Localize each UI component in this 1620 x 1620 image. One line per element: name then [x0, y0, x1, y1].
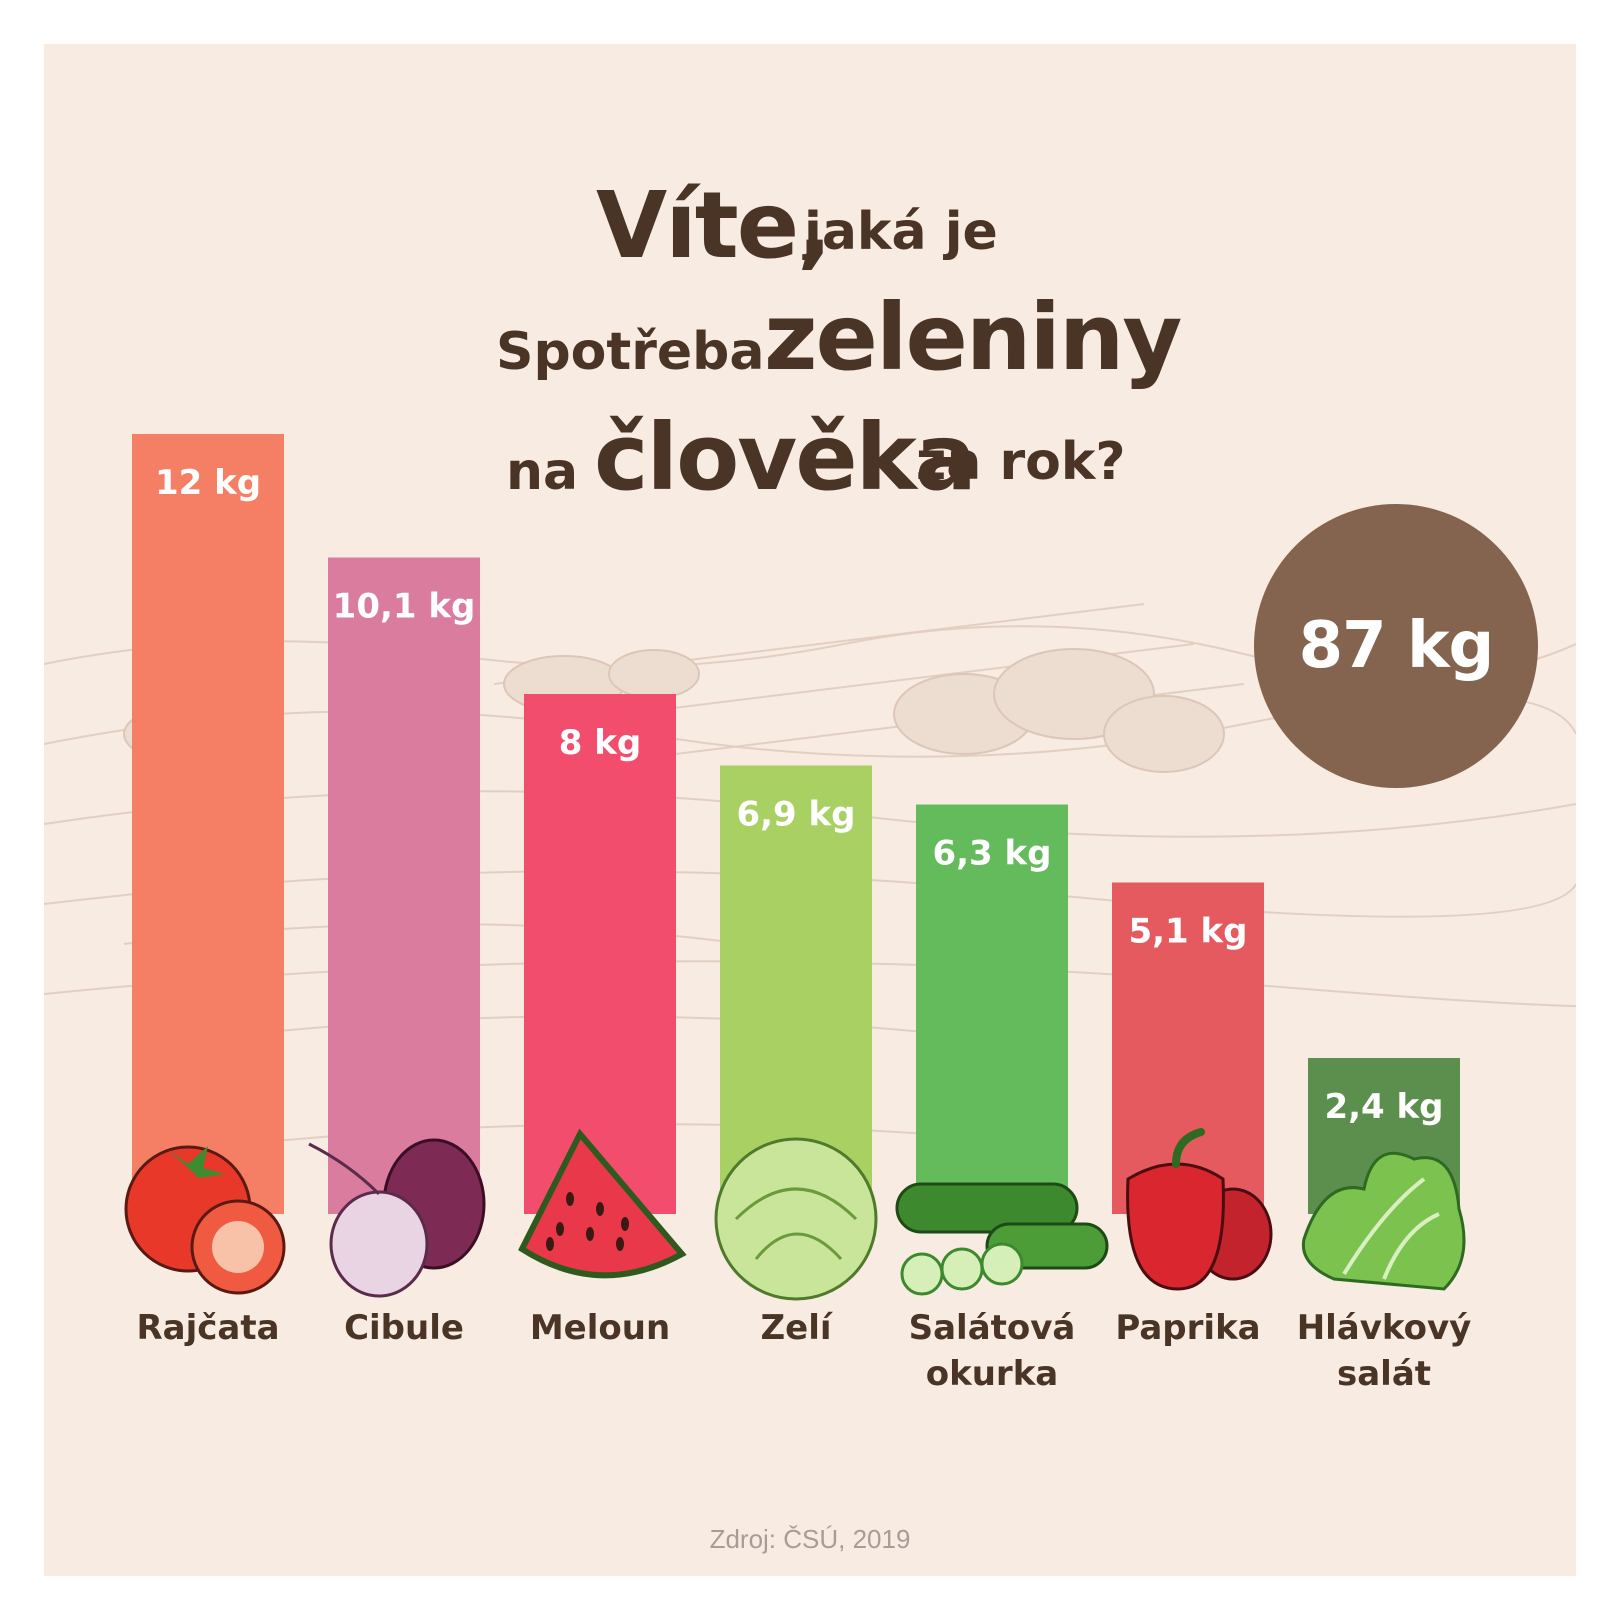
tomato-icon	[124, 1145, 286, 1295]
bar-group: 2,4 kg Hlávkový salát	[1297, 1058, 1472, 1394]
bar	[1112, 882, 1264, 1214]
bar-value-label: 2,4 kg	[1324, 1087, 1443, 1127]
title-word-6: člověka	[594, 404, 977, 511]
bar	[132, 434, 284, 1214]
onion-icon	[308, 1138, 486, 1298]
bar-value-label: 6,3 kg	[932, 834, 1051, 874]
category-label: Rajčata	[136, 1308, 279, 1348]
bar-group: 6,3 kg Salátová okurka	[895, 804, 1109, 1394]
chart-title: Víte, jaká je Spotřeba zeleniny na člově…	[44, 44, 1576, 544]
title-word-1: Víte,	[596, 172, 832, 279]
cucumber-icon	[895, 1182, 1109, 1296]
bar	[916, 804, 1068, 1214]
pepper-icon	[1126, 1128, 1273, 1291]
category-label: Salátová	[909, 1308, 1076, 1348]
category-label: okurka	[926, 1354, 1059, 1394]
watermelon-icon	[518, 1128, 687, 1279]
bar-value-label: 6,9 kg	[736, 795, 855, 835]
title-word-4: zeleniny	[764, 284, 1182, 391]
lettuce-icon	[1301, 1151, 1466, 1291]
bar-group: 5,1 kg Paprika	[1112, 882, 1273, 1348]
category-label: Zelí	[760, 1308, 833, 1348]
category-label: Meloun	[530, 1308, 670, 1348]
bar	[328, 557, 480, 1214]
total-badge: 87 kg	[1254, 504, 1538, 788]
bar-value-label: 5,1 kg	[1128, 912, 1247, 952]
bar-group: 6,9 kg Zelí	[714, 765, 878, 1348]
cabbage-icon	[714, 1137, 878, 1301]
category-label: Hlávkový	[1297, 1308, 1472, 1348]
title-word-2: jaká je	[804, 202, 998, 262]
category-label: Paprika	[1115, 1308, 1260, 1348]
infographic-card: Víte, jaká je Spotřeba zeleniny na člově…	[44, 44, 1576, 1576]
bar-value-label: 8 kg	[559, 723, 641, 763]
source-note: Zdroj: ČSÚ, 2019	[709, 1524, 911, 1554]
category-label: Cibule	[344, 1308, 464, 1348]
title-word-3: Spotřeba	[496, 322, 765, 382]
category-label: salát	[1337, 1354, 1431, 1394]
bar-group: 10,1 kg Cibule	[308, 557, 486, 1348]
bar-value-label: 10,1 kg	[333, 587, 476, 627]
bar-value-label: 12 kg	[155, 463, 261, 503]
total-value: 87 kg	[1298, 609, 1495, 683]
bar-chart: 12 kg Rajčata 10,1 kg Cibule 8 kg Meloun 6,9 k…	[124, 434, 1472, 1394]
title-word-7: za rok?	[916, 432, 1126, 492]
bar-group: 12 kg Rajčata	[124, 434, 286, 1348]
bar-group: 8 kg Meloun	[518, 694, 687, 1348]
title-word-5: na	[506, 442, 579, 502]
bar	[524, 694, 676, 1214]
